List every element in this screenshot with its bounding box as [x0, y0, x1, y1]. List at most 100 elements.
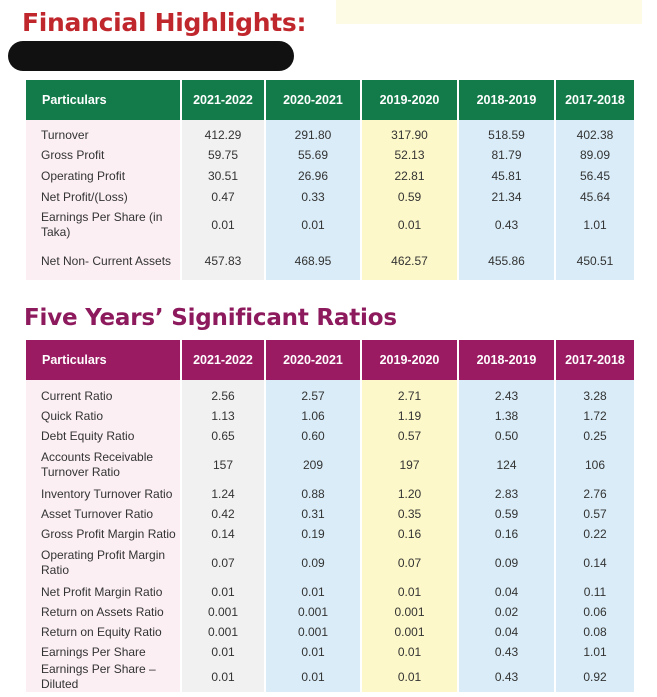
row-label: Earnings Per Share (in Taka) [26, 208, 182, 242]
column-header: 2021-2022 [181, 340, 266, 380]
table-cell: 26.96 [265, 166, 362, 186]
row-label: Operating Profit [26, 166, 182, 186]
table-cell: 317.90 [361, 126, 459, 144]
row-label: Debt Equity Ratio [26, 426, 182, 446]
column-header: 2018-2019 [458, 340, 556, 380]
table-cell: 0.001 [181, 602, 266, 622]
table-cell: 0.33 [265, 186, 362, 208]
table-cell: 1.01 [555, 208, 634, 242]
table-cell: 0.001 [361, 602, 459, 622]
table-row: Accounts Receivable Turnover Ratio 157 209… [26, 446, 634, 484]
column-header: 2021-2022 [181, 80, 266, 120]
table-cell: 0.47 [181, 186, 266, 208]
table-row: Net Non- Current Assets 457.83 468.95 462.5… [26, 242, 634, 280]
table-cell: 0.25 [555, 426, 634, 446]
table-cell: 0.07 [181, 544, 266, 582]
row-label: Accounts Receivable Turnover Ratio [26, 446, 182, 484]
table-cell: 1.19 [361, 406, 459, 426]
table-cell: 0.19 [265, 524, 362, 544]
table-cell: 0.01 [181, 582, 266, 602]
table-cell: 0.59 [458, 504, 556, 524]
table-cell: 2.57 [265, 386, 362, 406]
table-cell: 0.04 [458, 622, 556, 642]
column-header: 2017-2018 [555, 80, 634, 120]
row-label: Return on Assets Ratio [26, 602, 182, 622]
table-cell: 2.71 [361, 386, 459, 406]
table-cell: 56.45 [555, 166, 634, 186]
table-cell: 402.38 [555, 126, 634, 144]
table-cell: 2.83 [458, 484, 556, 504]
table-row: Asset Turnover Ratio 0.42 0.31 0.35 0.59 0.57 [26, 504, 634, 524]
table-cell: 450.51 [555, 242, 634, 280]
row-label: Current Ratio [26, 386, 182, 406]
table-row: Gross Profit Margin Ratio 0.14 0.19 0.16 0.1… [26, 524, 634, 544]
table-cell: 157 [181, 446, 266, 484]
table-cell: 0.01 [265, 642, 362, 662]
financial-highlights-title: Financial Highlights: [22, 8, 307, 37]
table-cell: 462.57 [361, 242, 459, 280]
table-cell: 0.43 [458, 662, 556, 692]
table-cell: 0.001 [265, 622, 362, 642]
table-cell: 0.01 [265, 662, 362, 692]
table-cell: 81.79 [458, 144, 556, 166]
table-cell: 0.65 [181, 426, 266, 446]
table-row: Operating Profit Margin Ratio 0.07 0.09 0.0… [26, 544, 634, 582]
table-row: Net Profit Margin Ratio 0.01 0.01 0.01 0.04 0… [26, 582, 634, 602]
row-label: Net Profit/(Loss) [26, 186, 182, 208]
table-cell: 0.42 [181, 504, 266, 524]
row-label: Net Profit Margin Ratio [26, 582, 182, 602]
table-cell: 0.57 [361, 426, 459, 446]
table-cell: 291.80 [265, 126, 362, 144]
row-label: Return on Equity Ratio [26, 622, 182, 642]
table-cell: 2.56 [181, 386, 266, 406]
table-cell: 0.59 [361, 186, 459, 208]
table-row: Net Profit/(Loss) 0.47 0.33 0.59 21.34 45.64 [26, 186, 634, 208]
financial-highlights-table: Particulars 2021-2022 2020-2021 2019-202… [26, 80, 634, 280]
table-cell: 52.13 [361, 144, 459, 166]
table-row: Earnings Per Share 0.01 0.01 0.01 0.43 1.01 [26, 642, 634, 662]
table-cell: 0.22 [555, 524, 634, 544]
table-cell: 0.11 [555, 582, 634, 602]
row-label: Turnover [26, 126, 182, 144]
table-cell: 59.75 [181, 144, 266, 166]
table-cell: 45.64 [555, 186, 634, 208]
table-header-row: Particulars 2021-2022 2020-2021 2019-202… [26, 80, 634, 120]
table-cell: 106 [555, 446, 634, 484]
table-cell: 1.06 [265, 406, 362, 426]
row-label: Earnings Per Share [26, 642, 182, 662]
column-header: 2020-2021 [265, 80, 362, 120]
table-cell: 197 [361, 446, 459, 484]
table-row: Earnings Per Share (in Taka) 0.01 0.01 0.01… [26, 208, 634, 242]
table-cell: 0.06 [555, 602, 634, 622]
table-cell: 0.01 [181, 662, 266, 692]
column-header: 2020-2021 [265, 340, 362, 380]
table-cell: 0.09 [458, 544, 556, 582]
table-cell: 0.92 [555, 662, 634, 692]
redacted-company-name [8, 41, 294, 71]
table-cell: 0.01 [265, 582, 362, 602]
table-cell: 0.14 [555, 544, 634, 582]
table-cell: 3.28 [555, 386, 634, 406]
table-cell: 1.20 [361, 484, 459, 504]
table-cell: 0.16 [458, 524, 556, 544]
table-cell: 21.34 [458, 186, 556, 208]
table-cell: 455.86 [458, 242, 556, 280]
table-cell: 0.01 [361, 208, 459, 242]
table-cell: 412.29 [181, 126, 266, 144]
table-cell: 124 [458, 446, 556, 484]
table-cell: 0.31 [265, 504, 362, 524]
spacer-row [26, 380, 634, 386]
column-header: Particulars [26, 80, 182, 120]
table-cell: 0.02 [458, 602, 556, 622]
row-label: Inventory Turnover Ratio [26, 484, 182, 504]
table-cell: 0.16 [361, 524, 459, 544]
table-cell: 55.69 [265, 144, 362, 166]
table-cell: 1.38 [458, 406, 556, 426]
column-header: Particulars [26, 340, 182, 380]
row-label: Asset Turnover Ratio [26, 504, 182, 524]
row-label: Operating Profit Margin Ratio [26, 544, 182, 582]
table-cell: 209 [265, 446, 362, 484]
table-cell: 0.01 [361, 662, 459, 692]
table-cell: 0.35 [361, 504, 459, 524]
table-cell: 0.01 [265, 208, 362, 242]
